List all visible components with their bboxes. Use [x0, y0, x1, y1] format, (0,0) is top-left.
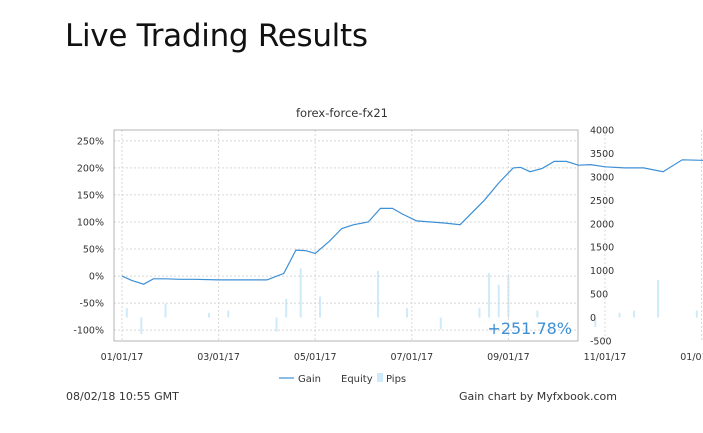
x-tick-label: 01/01/17: [101, 352, 144, 363]
pips-bar: [207, 312, 210, 318]
y-left-tick-label: -100%: [73, 326, 104, 337]
legend-label-gain: Gain: [298, 374, 321, 385]
y-right-tick-label: -500: [590, 337, 612, 348]
pips-bar: [657, 280, 660, 318]
pips-bar: [275, 317, 278, 332]
y-left-tick-label: 200%: [77, 163, 104, 174]
pips-bar: [618, 312, 621, 318]
left-axis-ticks: -100% -50% 0% 50% 100% 150% 200% 250%: [73, 136, 104, 336]
x-tick-label: 03/01/17: [197, 352, 240, 363]
pips-bar: [285, 298, 288, 318]
gain-line: [121, 159, 703, 285]
x-tick-label: 07/01/17: [390, 352, 433, 363]
legend-item-gain: Gain: [279, 374, 321, 385]
pips-bar: [478, 308, 481, 318]
legend-swatch-pips: [377, 373, 383, 382]
pips-bar: [319, 296, 322, 318]
x-tick-label: 11/01/17: [584, 352, 627, 363]
y-left-tick-label: 250%: [77, 136, 104, 147]
pips-bar: [164, 303, 167, 318]
pips-bar: [497, 284, 500, 318]
legend-item-pips: Pips: [377, 373, 406, 385]
pips-bar: [125, 308, 128, 318]
y-right-tick-label: 0: [590, 313, 596, 324]
pips-bar: [507, 275, 510, 318]
y-right-tick-label: 2500: [590, 196, 614, 207]
y-right-tick-label: 1500: [590, 243, 614, 254]
y-right-tick-label: 2000: [590, 219, 614, 230]
page-title: Live Trading Results: [65, 18, 368, 54]
right-axis-ticks: -500 0 500 1000 1500 2000 2500 3000 3500 4000: [590, 126, 614, 348]
y-left-tick-label: 0%: [89, 272, 104, 283]
pips-bar: [140, 317, 143, 334]
y-right-tick-label: 3500: [590, 149, 614, 160]
y-left-tick-label: 100%: [77, 217, 104, 228]
timestamp: 08/02/18 10:55 GMT: [66, 390, 179, 403]
pips-bar: [695, 310, 698, 318]
x-tick-label: 09/01/17: [487, 352, 530, 363]
pips-bar: [439, 317, 442, 330]
x-tick-label: 01/01/18: [680, 352, 703, 363]
legend-item-equity: Equity: [341, 374, 373, 385]
plot-frame: [113, 129, 579, 342]
x-axis-ticks: 01/01/17 03/01/17 05/01/17 07/01/17 09/01/17…: [101, 352, 703, 363]
pips-bar: [376, 270, 379, 318]
gain-annotation: +251.78%: [487, 319, 572, 338]
y-right-tick-label: 3000: [590, 172, 614, 183]
pips-bar: [405, 308, 408, 318]
pips-bar: [632, 310, 635, 318]
y-right-tick-label: 4000: [590, 126, 614, 137]
pips-bar: [299, 268, 302, 318]
y-right-tick-label: 500: [590, 290, 608, 301]
pips-bar: [488, 273, 491, 318]
legend: Gain Equity Pips: [279, 373, 406, 385]
pips-bar: [536, 310, 539, 318]
chart-title: forex-force-fx21: [296, 106, 388, 120]
chart-credit: Gain chart by Myfxbook.com: [458, 390, 617, 403]
y-right-tick-label: 1000: [590, 266, 614, 277]
grid-lines: [114, 130, 703, 341]
pips-bar: [227, 310, 230, 318]
y-left-tick-label: -50%: [79, 299, 104, 310]
x-tick-label: 05/01/17: [294, 352, 337, 363]
pips-bars: [125, 268, 698, 334]
legend-label-equity: Equity: [341, 374, 373, 385]
y-left-tick-label: 150%: [77, 190, 104, 201]
y-left-tick-label: 50%: [83, 245, 104, 256]
legend-label-pips: Pips: [386, 374, 406, 385]
pips-bar: [594, 317, 597, 327]
